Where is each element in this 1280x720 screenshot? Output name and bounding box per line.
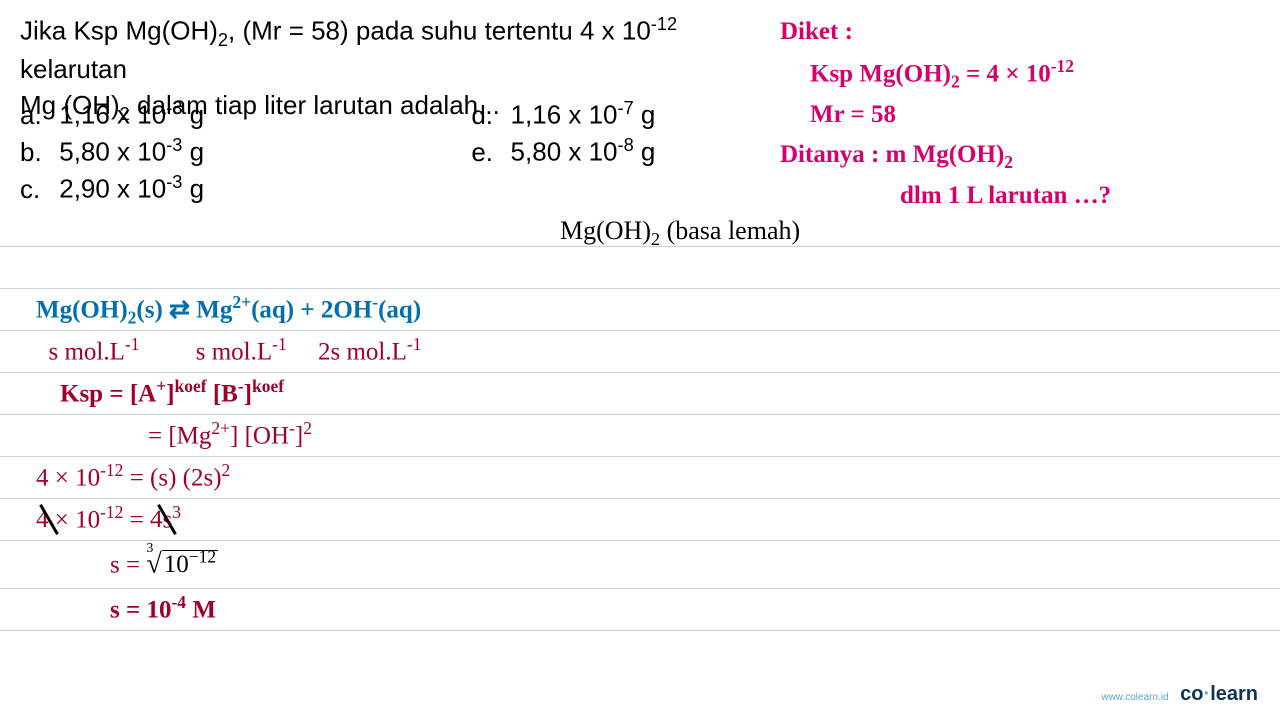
option-a: a. 1,16 x 10-3 g [20,96,204,133]
worked-solution: Mg(OH)2(s) ⇄ Mg2+(aq) + 2OH-(aq) s mol.L… [0,246,1280,672]
ditanya-label: Ditanya : m Mg(OH)2 [780,135,1260,176]
mol-line: s mol.L-1 s mol.L-1 2s mol.L-1 [36,334,421,366]
option-b: b. 5,80 x 10-3 g [20,133,204,170]
option-e: e. 5,80 x 10-8 g [471,133,655,170]
footer-brand: www.colearn.id co·learn [1101,683,1258,706]
answer-options: a. 1,16 x 10-3 g b. 5,80 x 10-3 g c. 2,9… [20,96,655,207]
option-c: c. 2,90 x 10-3 g [20,170,204,207]
ksp-sub1: 4 × 10-12 = (s) (2s)2 [36,460,230,492]
option-d: d. 1,16 x 10-7 g [471,96,655,133]
mr-value: Mr = 58 [810,95,1260,135]
equation-line: Mg(OH)2(s) ⇄ Mg2+(aq) + 2OH-(aq) [36,292,421,328]
given-notes: Diket : Ksp Mg(OH)2 = 4 × 10-12 Mr = 58 … [780,12,1260,216]
ksp-value: Ksp Mg(OH)2 = 4 × 10-12 [810,52,1260,95]
ksp-expand: = [Mg2+] [OH-]2 [148,418,312,450]
ksp-sub2: 4 × 10-12 = 4s3 [36,502,181,534]
diket-label: Diket : [780,12,1260,52]
s-result: s = 10-4 M [110,592,216,624]
ditanya-detail: dlm 1 L larutan …? [900,176,1260,216]
ksp-formula: Ksp = [A+]koef [B-]koef [60,376,284,408]
s-cuberoot: s = 3√10−12 [110,547,218,580]
